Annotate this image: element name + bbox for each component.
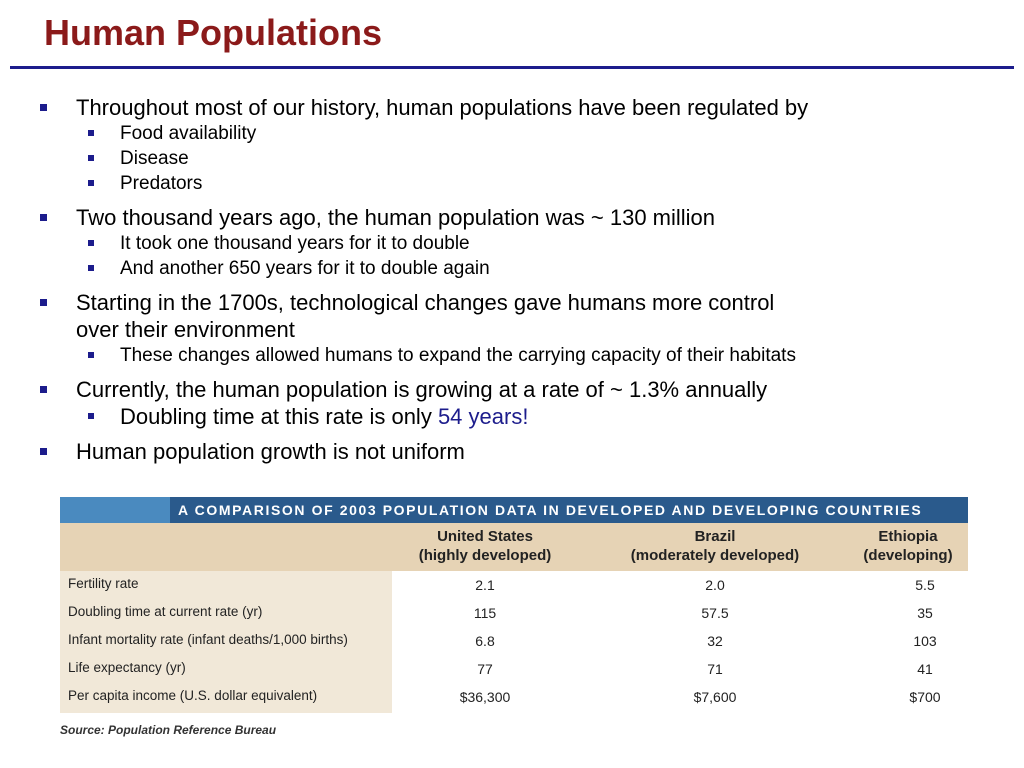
column-header-us: United States (highly developed) xyxy=(395,527,575,565)
sub-bullet: Food availability xyxy=(36,121,996,146)
square-bullet-icon xyxy=(88,155,94,161)
square-bullet-icon xyxy=(40,299,47,306)
sub-bullet: It took one thousand years for it to dou… xyxy=(36,231,996,256)
sub-bullet-text: It took one thousand years for it to dou… xyxy=(120,233,470,254)
title-divider xyxy=(10,66,1014,69)
cell-ethiopia: 5.5 xyxy=(915,577,935,593)
cell-ethiopia: 41 xyxy=(917,661,933,677)
row-label: Life expectancy (yr) xyxy=(68,660,186,675)
bullet-regulation: Throughout most of our history, human po… xyxy=(36,94,996,121)
square-bullet-icon xyxy=(40,386,47,393)
cell-ethiopia: 35 xyxy=(917,605,933,621)
row-label: Per capita income (U.S. dollar equivalen… xyxy=(68,688,318,703)
cell-brazil: 32 xyxy=(707,633,723,649)
column-name: United States xyxy=(437,528,533,545)
row-label: Infant mortality rate (infant deaths/1,0… xyxy=(68,632,348,647)
row-label: Fertility rate xyxy=(68,576,139,591)
cell-us: 6.8 xyxy=(475,633,495,649)
bullet-text: Throughout most of our history, human po… xyxy=(76,95,809,120)
cell-brazil: $7,600 xyxy=(693,689,737,705)
cell-us: 2.1 xyxy=(475,577,495,593)
population-comparison-table: A COMPARISON OF 2003 POPULATION DATA IN … xyxy=(60,497,968,743)
sub-bullet: Doubling time at this rate is only 54 ye… xyxy=(36,403,996,430)
square-bullet-icon xyxy=(88,265,94,271)
column-header-ethiopia: Ethiopia (developing) xyxy=(848,527,968,565)
sub-bullet: Disease xyxy=(36,146,996,171)
column-sub: (moderately developed) xyxy=(630,547,800,564)
column-name: Ethiopia xyxy=(878,528,938,545)
column-header-brazil: Brazil (moderately developed) xyxy=(600,527,830,565)
row-label: Doubling time at current rate (yr) xyxy=(68,604,263,619)
cell-us: $36,300 xyxy=(459,689,511,705)
cell-us: 115 xyxy=(473,605,497,621)
bullet-text: Two thousand years ago, the human popula… xyxy=(76,205,716,230)
row-label-band xyxy=(60,571,392,713)
square-bullet-icon xyxy=(40,214,47,221)
bullet-not-uniform: Human population growth is not uniform xyxy=(36,438,996,465)
square-bullet-icon xyxy=(40,448,47,455)
table-source: Source: Population Reference Bureau xyxy=(60,723,277,737)
bullet-text: Currently, the human population is growi… xyxy=(76,377,768,402)
sub-bullet-text: Food availability xyxy=(120,123,257,144)
caption-accent xyxy=(60,497,170,523)
table-caption-bar: A COMPARISON OF 2003 POPULATION DATA IN … xyxy=(60,497,968,523)
cell-brazil: 2.0 xyxy=(705,577,725,593)
doubling-time-highlight: 54 years! xyxy=(437,404,529,429)
square-bullet-icon xyxy=(88,130,94,136)
sub-bullet-text: Predators xyxy=(120,173,203,194)
sub-bullet-text: Disease xyxy=(120,148,189,169)
sub-bullet-text: And another 650 years for it to double a… xyxy=(120,258,490,279)
bullet-text-line1: Starting in the 1700s, technological cha… xyxy=(76,290,775,315)
cell-brazil: 57.5 xyxy=(701,605,729,621)
column-name: Brazil xyxy=(694,528,736,545)
bullet-list: Throughout most of our history, human po… xyxy=(36,94,996,465)
cell-brazil: 71 xyxy=(707,661,723,677)
square-bullet-icon xyxy=(88,352,94,358)
bullet-two-thousand-years: Two thousand years ago, the human popula… xyxy=(36,204,996,231)
sub-bullet-text: These changes allowed humans to expand t… xyxy=(120,345,796,366)
bullet-1700s: Starting in the 1700s, technological cha… xyxy=(36,289,996,343)
cell-us: 77 xyxy=(477,661,493,677)
sub-bullet: These changes allowed humans to expand t… xyxy=(36,343,996,368)
cell-ethiopia: 103 xyxy=(913,633,937,649)
square-bullet-icon xyxy=(88,240,94,246)
bullet-text-line2: over their environment xyxy=(76,317,295,342)
table-caption: A COMPARISON OF 2003 POPULATION DATA IN … xyxy=(178,502,923,518)
sub-bullet-text: Doubling time at this rate is only xyxy=(120,404,438,429)
cell-ethiopia: $700 xyxy=(909,689,941,705)
bullet-current-rate: Currently, the human population is growi… xyxy=(36,376,996,403)
column-sub: (developing) xyxy=(863,547,953,564)
slide-title: Human Populations xyxy=(44,12,383,53)
sub-bullet: And another 650 years for it to double a… xyxy=(36,256,996,281)
square-bullet-icon xyxy=(40,104,47,111)
square-bullet-icon xyxy=(88,180,94,186)
column-sub: (highly developed) xyxy=(418,547,552,564)
bullet-text: Human population growth is not uniform xyxy=(76,439,465,464)
sub-bullet: Predators xyxy=(36,171,996,196)
square-bullet-icon xyxy=(88,413,94,419)
column-header-band xyxy=(60,523,968,571)
